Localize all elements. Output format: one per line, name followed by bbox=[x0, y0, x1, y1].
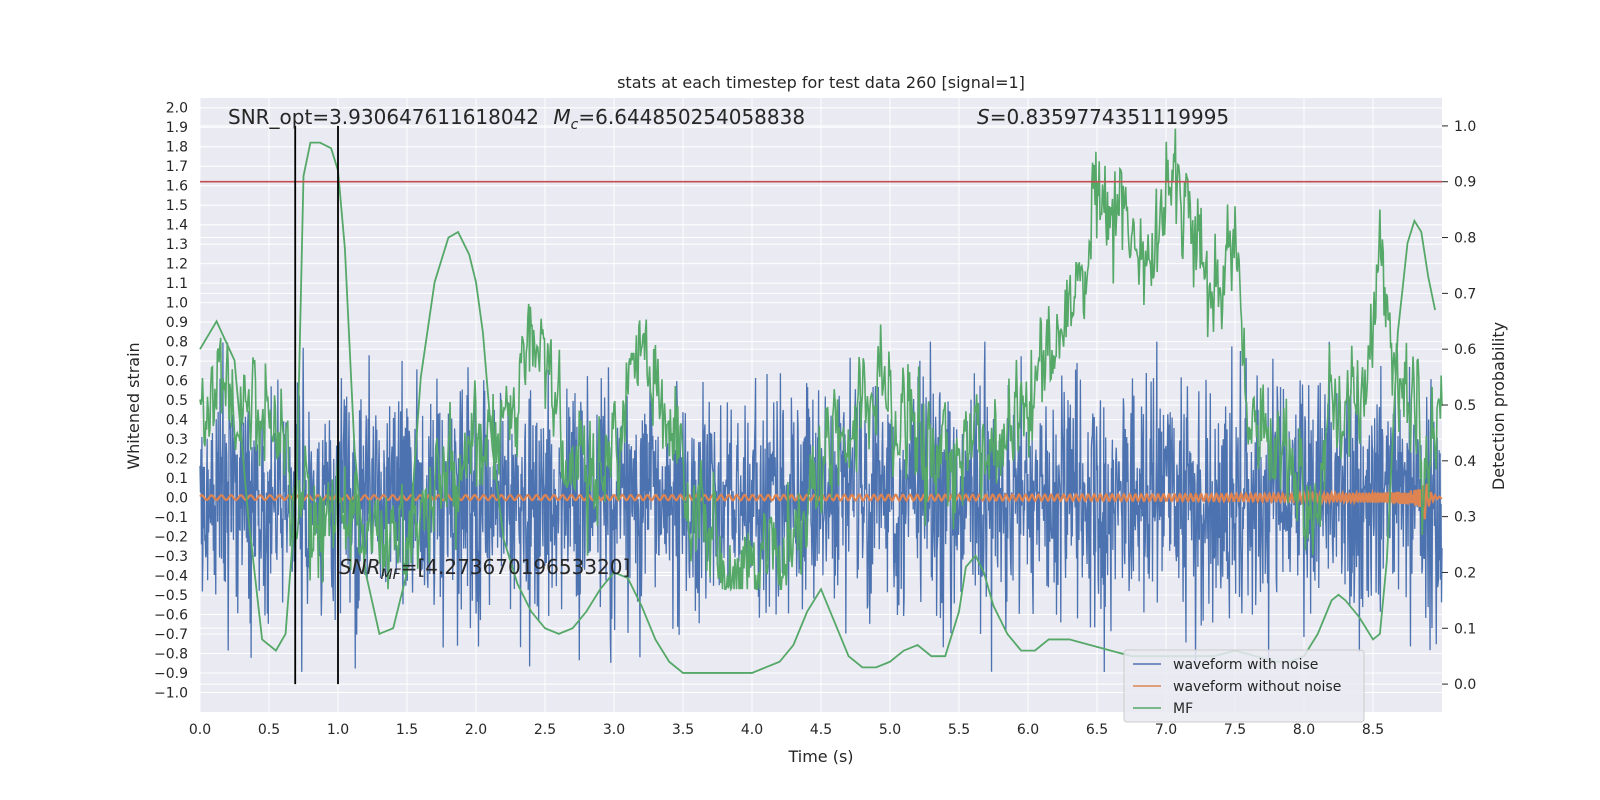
y-left-tick-label-7: 1.3 bbox=[166, 237, 188, 253]
legend: waveform with noise waveform without noi… bbox=[1123, 649, 1365, 723]
y-right-axis-ticks: 1.0 0.9 0.8 0.7 0.6 0.5 0.4 0.3 0.2 0.1 0.0 bbox=[1442, 119, 1476, 693]
x-tick-label-7: 3.5 bbox=[672, 722, 694, 738]
y-right-tick-label-6: 0.4 bbox=[1454, 454, 1476, 470]
y-left-tick-label-4: 1.6 bbox=[166, 179, 188, 195]
x-tick-label-14: 7.0 bbox=[1155, 722, 1177, 738]
y-left-tick-label-0: 2.0 bbox=[166, 101, 188, 117]
chart-title: stats at each timestep for test data 260… bbox=[617, 73, 1025, 92]
annotation-snr-mf-subscript: MF bbox=[381, 567, 402, 583]
y-left-tick-label-21: −0.1 bbox=[154, 510, 188, 526]
x-tick-label-8: 4.0 bbox=[741, 722, 763, 738]
y-left-tick-label-2: 1.8 bbox=[166, 140, 188, 156]
annotation-s-symbol: S bbox=[977, 105, 990, 129]
x-tick-label-10: 5.0 bbox=[879, 722, 901, 738]
y-right-tick-label-8: 0.2 bbox=[1454, 565, 1476, 581]
annotation-s-value: =0.8359774351119995 bbox=[990, 105, 1229, 129]
annotation-snr-mf: SNRMF=[4.27367019653320] bbox=[339, 555, 630, 583]
y-right-tick-label-1: 0.9 bbox=[1454, 175, 1476, 191]
y-left-tick-label-27: −0.7 bbox=[154, 627, 188, 643]
legend-label-waveform-without-noise: waveform without noise bbox=[1173, 679, 1341, 695]
y-left-tick-label-17: 0.3 bbox=[166, 432, 188, 448]
y-left-axis-label: Whitened strain bbox=[124, 342, 143, 469]
y-right-tick-label-4: 0.6 bbox=[1454, 342, 1476, 358]
y-left-tick-label-10: 1.0 bbox=[166, 296, 188, 312]
x-tick-label-13: 6.5 bbox=[1086, 722, 1108, 738]
y-left-tick-label-20: 0.0 bbox=[166, 491, 188, 507]
y-left-tick-label-30: −1.0 bbox=[154, 686, 188, 702]
y-left-tick-label-16: 0.4 bbox=[166, 413, 188, 429]
x-tick-label-2: 1.0 bbox=[327, 722, 349, 738]
legend-label-mf: MF bbox=[1173, 701, 1193, 717]
y-right-tick-label-2: 0.8 bbox=[1454, 231, 1476, 247]
y-left-tick-label-29: −0.9 bbox=[154, 666, 188, 682]
x-tick-label-17: 8.5 bbox=[1362, 722, 1384, 738]
y-left-tick-label-5: 1.5 bbox=[166, 198, 188, 214]
x-axis-label: Time (s) bbox=[787, 747, 853, 766]
y-left-tick-label-18: 0.2 bbox=[166, 452, 188, 468]
x-tick-label-16: 8.0 bbox=[1293, 722, 1315, 738]
y-right-tick-label-10: 0.0 bbox=[1454, 677, 1476, 693]
x-axis-ticks: 0.0 0.5 1.0 1.5 2.0 2.5 3.0 3.5 4.0 4.5 5.0 5.5 6.0 6… bbox=[189, 722, 1384, 738]
annotation-snr-opt: SNR_opt=3.930647611618042 Mc=6.644850254… bbox=[228, 105, 805, 133]
x-tick-label-5: 2.5 bbox=[534, 722, 556, 738]
x-tick-label-12: 6.0 bbox=[1017, 722, 1039, 738]
x-tick-label-11: 5.5 bbox=[948, 722, 970, 738]
y-left-tick-label-8: 1.2 bbox=[166, 257, 188, 273]
x-tick-label-6: 3.0 bbox=[603, 722, 625, 738]
y-left-tick-label-25: −0.5 bbox=[154, 588, 188, 604]
y-left-tick-label-14: 0.6 bbox=[166, 374, 188, 390]
y-right-tick-label-3: 0.7 bbox=[1454, 286, 1476, 302]
y-left-tick-label-12: 0.8 bbox=[166, 335, 188, 351]
probability-line bbox=[199, 128, 1443, 592]
y-left-tick-label-13: 0.7 bbox=[166, 354, 188, 370]
x-tick-label-3: 1.5 bbox=[396, 722, 418, 738]
y-left-tick-label-6: 1.4 bbox=[166, 218, 188, 234]
y-right-axis-label: Detection probability bbox=[1489, 322, 1508, 490]
y-left-tick-label-9: 1.1 bbox=[166, 276, 188, 292]
annotation-mc-subscript: c bbox=[571, 117, 579, 133]
y-right-tick-label-7: 0.3 bbox=[1454, 510, 1476, 526]
y-left-tick-label-22: −0.2 bbox=[154, 530, 188, 546]
x-tick-label-1: 0.5 bbox=[258, 722, 280, 738]
y-left-tick-label-28: −0.8 bbox=[154, 647, 188, 663]
y-left-tick-label-11: 0.9 bbox=[166, 315, 188, 331]
y-right-tick-label-5: 0.5 bbox=[1454, 398, 1476, 414]
x-tick-label-0: 0.0 bbox=[189, 722, 211, 738]
y-left-tick-label-1: 1.9 bbox=[166, 120, 188, 136]
annotation-s: S=0.8359774351119995 bbox=[977, 105, 1229, 129]
y-right-tick-label-9: 0.1 bbox=[1454, 621, 1476, 637]
annotation-mc-symbol: M bbox=[553, 105, 570, 129]
x-tick-label-4: 2.0 bbox=[465, 722, 487, 738]
y-left-tick-label-23: −0.3 bbox=[154, 549, 188, 565]
annotation-snr-mf-value: =[4.27367019653320] bbox=[401, 555, 631, 579]
y-right-tick-label-0: 1.0 bbox=[1454, 119, 1476, 135]
legend-box bbox=[1123, 649, 1365, 723]
y-left-axis-ticks: 2.0 1.9 1.8 1.7 1.6 1.5 1.4 1.3 1.2 1.1 1.0 0.9 0.8 0… bbox=[154, 101, 188, 702]
y-left-tick-label-3: 1.7 bbox=[166, 159, 188, 175]
y-left-tick-label-24: −0.4 bbox=[154, 569, 188, 585]
y-left-tick-label-26: −0.6 bbox=[154, 608, 188, 624]
annotation-snr-mf-symbol: SNR bbox=[339, 555, 381, 579]
y-left-tick-label-15: 0.5 bbox=[166, 393, 188, 409]
annotation-snr-opt-text: SNR_opt=3.930647611618042 bbox=[228, 105, 539, 129]
x-tick-label-15: 7.5 bbox=[1224, 722, 1246, 738]
legend-label-waveform-with-noise: waveform with noise bbox=[1173, 657, 1318, 673]
reference-lines bbox=[200, 125, 1442, 685]
series-detection-probability bbox=[199, 128, 1443, 592]
x-tick-label-9: 4.5 bbox=[810, 722, 832, 738]
annotation-mc-value: =6.644850254058838 bbox=[578, 105, 805, 129]
y-left-tick-label-19: 0.1 bbox=[166, 471, 188, 487]
